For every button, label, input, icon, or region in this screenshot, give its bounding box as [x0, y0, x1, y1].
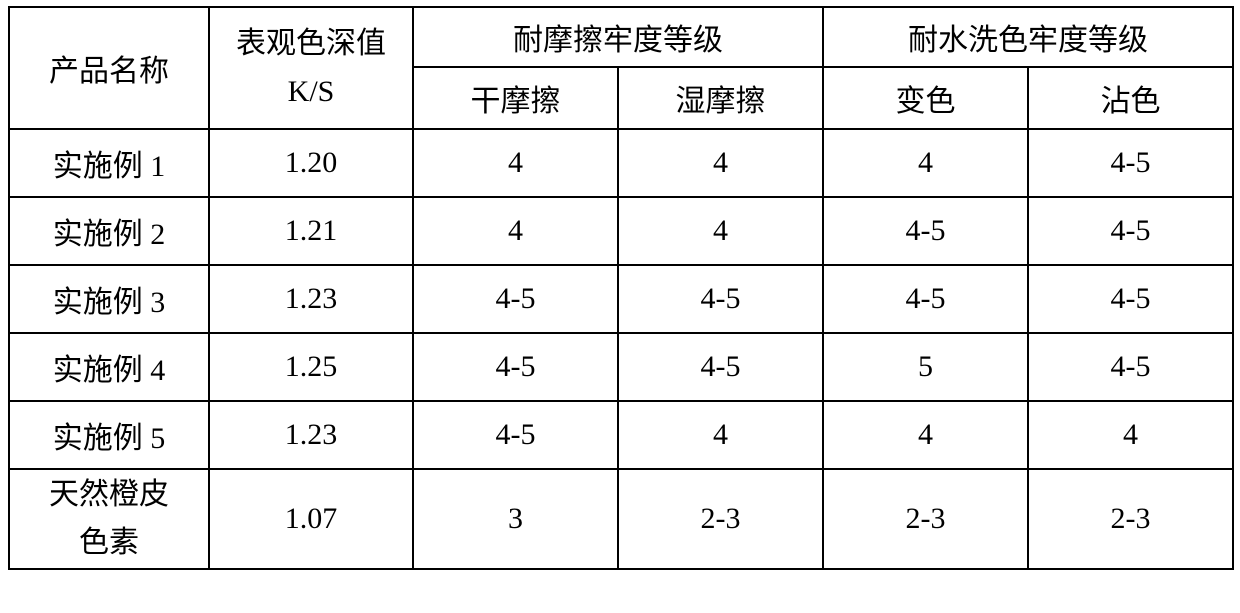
- cell-text: 4: [713, 214, 728, 247]
- cell-dry-rub: 4-5: [413, 401, 618, 469]
- cell-wet-rub: 4: [618, 197, 823, 265]
- cell-product-name: 实施例 3: [9, 265, 209, 333]
- cell-color-change: 4: [823, 401, 1028, 469]
- cell-text: 1.23: [285, 282, 338, 315]
- cell-staining: 4-5: [1028, 129, 1233, 197]
- cell-text: 1.23: [285, 418, 338, 451]
- cell-product-name: 实施例 2: [9, 197, 209, 265]
- cell-ks: 1.25: [209, 333, 413, 401]
- cell-text: 2-3: [1111, 502, 1151, 535]
- header-label: K/S: [288, 68, 335, 116]
- cell-ks: 1.07: [209, 469, 413, 569]
- cell-text: 1.20: [285, 146, 338, 179]
- cell-text: 实施例 5: [53, 422, 166, 455]
- cell-text: 3: [508, 502, 523, 535]
- cell-text: 4-5: [496, 350, 536, 383]
- cell-wet-rub: 2-3: [618, 469, 823, 569]
- table-row: 实施例 5 1.23 4-5 4 4 4: [9, 401, 1233, 469]
- cell-dry-rub: 4-5: [413, 333, 618, 401]
- cell-ks: 1.23: [209, 401, 413, 469]
- cell-product-name: 实施例 5: [9, 401, 209, 469]
- cell-dry-rub: 4-5: [413, 265, 618, 333]
- cell-text: 4-5: [1111, 282, 1151, 315]
- cell-staining: 4-5: [1028, 197, 1233, 265]
- cell-staining: 4-5: [1028, 333, 1233, 401]
- cell-staining: 2-3: [1028, 469, 1233, 569]
- cell-text: 4-5: [1111, 146, 1151, 179]
- header-label: 沾色: [1101, 85, 1161, 118]
- cell-wet-rub: 4: [618, 401, 823, 469]
- cell-ks: 1.23: [209, 265, 413, 333]
- cell-text: 色素: [79, 519, 139, 567]
- header-label: 湿摩擦: [676, 85, 766, 118]
- cell-text: 实施例 1: [53, 150, 166, 183]
- cell-wet-rub: 4-5: [618, 265, 823, 333]
- col-header-dry-rub: 干摩擦: [413, 67, 618, 129]
- cell-ks: 1.21: [209, 197, 413, 265]
- cell-text: 4-5: [906, 214, 946, 247]
- col-header-rub-group: 耐摩擦牢度等级: [413, 7, 823, 67]
- cell-text: 4: [508, 146, 523, 179]
- cell-product-name: 实施例 4: [9, 333, 209, 401]
- header-label: 耐摩擦牢度等级: [513, 24, 723, 57]
- table-row: 实施例 4 1.25 4-5 4-5 5 4-5: [9, 333, 1233, 401]
- cell-text: 5: [918, 350, 933, 383]
- cell-text: 4-5: [701, 282, 741, 315]
- cell-text: 4-5: [1111, 214, 1151, 247]
- col-header-wet-rub: 湿摩擦: [618, 67, 823, 129]
- table-row: 实施例 2 1.21 4 4 4-5 4-5: [9, 197, 1233, 265]
- col-header-wash-group: 耐水洗色牢度等级: [823, 7, 1233, 67]
- cell-product-name: 天然橙皮 色素: [9, 469, 209, 569]
- cell-wet-rub: 4: [618, 129, 823, 197]
- cell-color-change: 4: [823, 129, 1028, 197]
- cell-wet-rub: 4-5: [618, 333, 823, 401]
- table-row: 实施例 1 1.20 4 4 4 4-5: [9, 129, 1233, 197]
- cell-text: 4-5: [1111, 350, 1151, 383]
- cell-text: 实施例 2: [53, 218, 166, 251]
- table-header-row-1: 产品名称 表观色深值 K/S 耐摩擦牢度等级 耐水洗色牢度等级: [9, 7, 1233, 67]
- table-row: 实施例 3 1.23 4-5 4-5 4-5 4-5: [9, 265, 1233, 333]
- cell-staining: 4: [1028, 401, 1233, 469]
- cell-text: 实施例 3: [53, 286, 166, 319]
- cell-text: 4-5: [701, 350, 741, 383]
- col-header-color-change: 变色: [823, 67, 1028, 129]
- cell-text: 实施例 4: [53, 354, 166, 387]
- cell-text: 4: [918, 418, 933, 451]
- cell-text: 4: [508, 214, 523, 247]
- cell-text: 1.07: [285, 502, 338, 535]
- cell-dry-rub: 3: [413, 469, 618, 569]
- cell-dry-rub: 4: [413, 197, 618, 265]
- cell-color-change: 2-3: [823, 469, 1028, 569]
- cell-color-change: 4-5: [823, 197, 1028, 265]
- col-header-ks: 表观色深值 K/S: [209, 7, 413, 129]
- header-label: 变色: [896, 85, 956, 118]
- cell-text: 4: [1123, 418, 1138, 451]
- table-row: 天然橙皮 色素 1.07 3 2-3 2-3 2-3: [9, 469, 1233, 569]
- col-header-product-name: 产品名称: [9, 7, 209, 129]
- cell-text: 1.25: [285, 350, 338, 383]
- cell-color-change: 4-5: [823, 265, 1028, 333]
- cell-text: 4: [713, 418, 728, 451]
- cell-text: 2-3: [701, 502, 741, 535]
- header-label: 干摩擦: [471, 85, 561, 118]
- header-label: 耐水洗色牢度等级: [908, 24, 1148, 57]
- col-header-staining: 沾色: [1028, 67, 1233, 129]
- cell-text: 4: [918, 146, 933, 179]
- cell-text: 1.21: [285, 214, 338, 247]
- cell-color-change: 5: [823, 333, 1028, 401]
- cell-staining: 4-5: [1028, 265, 1233, 333]
- cell-text: 2-3: [906, 502, 946, 535]
- cell-text: 4-5: [496, 282, 536, 315]
- header-label: 表观色深值: [236, 20, 386, 68]
- cell-text: 4-5: [906, 282, 946, 315]
- cell-product-name: 实施例 1: [9, 129, 209, 197]
- cell-ks: 1.20: [209, 129, 413, 197]
- cell-text: 天然橙皮: [49, 471, 169, 519]
- fastness-table: 产品名称 表观色深值 K/S 耐摩擦牢度等级 耐水洗色牢度等级 干摩擦 湿摩擦 …: [8, 6, 1234, 570]
- header-label: 产品名称: [49, 55, 169, 88]
- cell-dry-rub: 4: [413, 129, 618, 197]
- cell-text: 4-5: [496, 418, 536, 451]
- cell-text: 4: [713, 146, 728, 179]
